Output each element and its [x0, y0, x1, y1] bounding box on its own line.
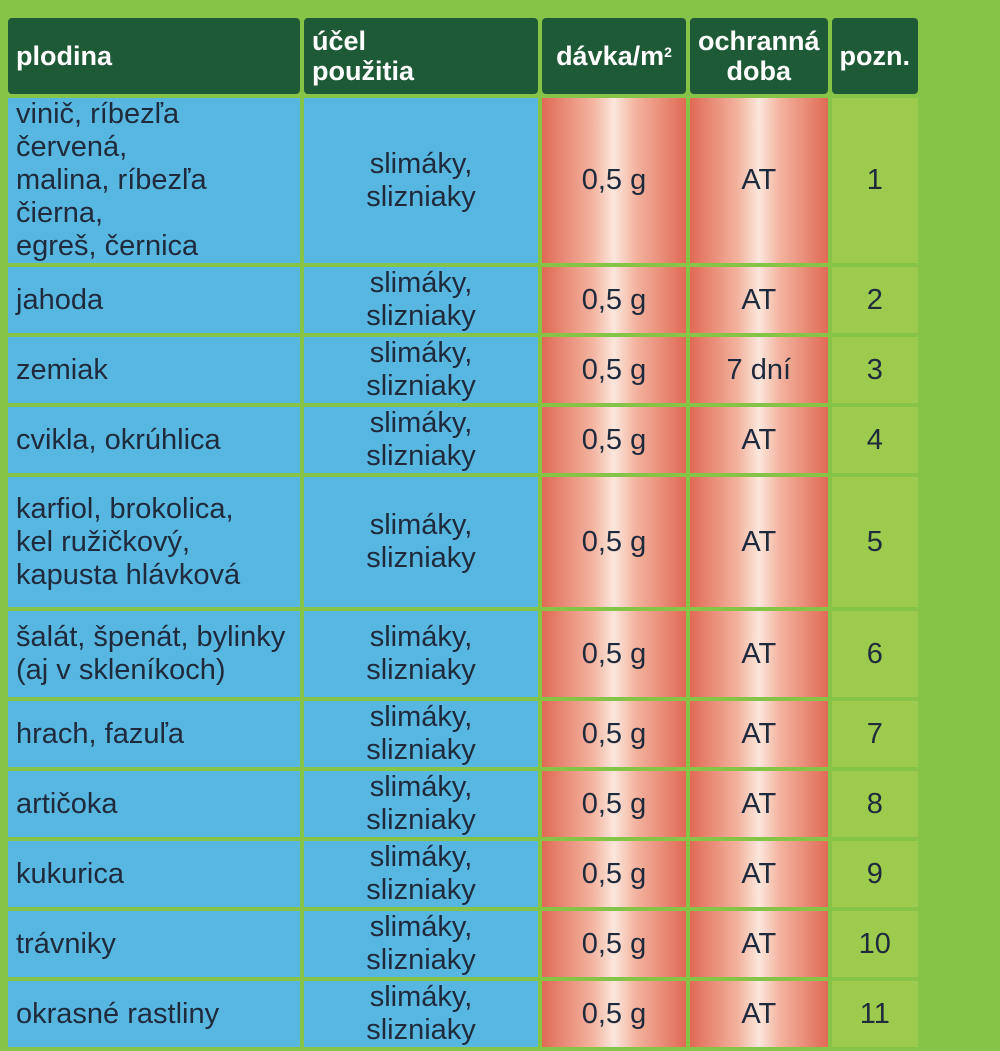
header-dose: dávka/m2 [542, 18, 686, 94]
crop-cell: artičoka [8, 771, 300, 837]
crop-cell: trávniky [8, 911, 300, 977]
header-row: plodina účel použitia dávka/m2 ochranná do… [8, 18, 919, 94]
crop-line: malina, ríbezľa čierna, [16, 164, 207, 229]
dose-cell: 0,5 g [542, 911, 686, 977]
header-use: účel použitia [304, 18, 538, 94]
header-note: pozn. [831, 18, 919, 94]
dose-cell: 0,5 g [542, 771, 686, 837]
protection-cell: AT [690, 701, 828, 767]
use-cell: slimáky, slizniaky [304, 771, 538, 837]
crop-line: okrasné rastliny [16, 997, 220, 1030]
crop-line: (aj v skleníkoch) [16, 654, 226, 686]
crop-line: cvikla, okrúhlica [16, 423, 221, 456]
use-cell: slimáky, slizniaky [304, 477, 538, 607]
crop-line: šalát, špenát, bylinky [16, 621, 286, 653]
crop-cell: jahoda [8, 267, 300, 333]
dose-cell: 0,5 g [542, 611, 686, 697]
use-cell: slimáky, slizniaky [304, 841, 538, 907]
protection-cell: AT [690, 911, 828, 977]
crop-cell: cvikla, okrúhlica [8, 407, 300, 473]
protection-cell: AT [690, 407, 828, 473]
crop-cell: zemiak [8, 337, 300, 403]
crop-cell: kukurica [8, 841, 300, 907]
note-cell: 11 [831, 981, 919, 1047]
protection-cell: AT [690, 98, 828, 263]
dose-cell: 0,5 g [542, 267, 686, 333]
crop-cell: karfiol, brokolica, kel ružičkový, kapusta… [8, 477, 300, 607]
crop-line: kel ružičkový, [16, 525, 191, 558]
note-cell: 6 [831, 611, 919, 697]
table-row: artičoka slimáky, slizniaky 0,5 g AT 8 [8, 771, 919, 837]
crop-cell: šalát, špenát, bylinky (aj v skleníkoch) [8, 611, 300, 697]
header-crop: plodina [8, 18, 300, 94]
use-cell: slimáky, slizniaky [304, 98, 538, 263]
table-row: kukurica slimáky, slizniaky 0,5 g AT 9 [8, 841, 919, 907]
header-protection: ochranná doba [690, 18, 828, 94]
use-cell: slimáky, slizniaky [304, 337, 538, 403]
note-cell: 4 [831, 407, 919, 473]
protection-cell: AT [690, 611, 828, 697]
note-cell: 3 [831, 337, 919, 403]
crop-line: zemiak [16, 353, 108, 386]
crop-cell: vinič, ríbezľa červená, malina, ríbezľa č… [8, 98, 300, 263]
note-cell: 9 [831, 841, 919, 907]
table-row: trávniky slimáky, slizniaky 0,5 g AT 10 [8, 911, 919, 977]
label-panel: plodina účel použitia dávka/m2 ochranná do… [8, 18, 919, 1047]
note-cell: 8 [831, 771, 919, 837]
crop-line: egreš, černica [16, 230, 199, 262]
table-row: hrach, fazuľa slimáky, slizniaky 0,5 g AT 7 [8, 701, 919, 767]
crop-line: kapusta hlávková [16, 558, 241, 591]
table-row: cvikla, okrúhlica slimáky, slizniaky 0,5 g… [8, 407, 919, 473]
crop-cell: okrasné rastliny [8, 981, 300, 1047]
crop-cell: hrach, fazuľa [8, 701, 300, 767]
use-cell: slimáky, slizniaky [304, 267, 538, 333]
dose-cell: 0,5 g [542, 841, 686, 907]
dose-cell: 0,5 g [542, 701, 686, 767]
protection-cell: 7 dní [690, 337, 828, 403]
dosage-table: plodina účel použitia dávka/m2 ochranná do… [4, 14, 922, 1051]
table-row: šalát, špenát, bylinky (aj v skleníkoch) s… [8, 611, 919, 697]
crop-line: kukurica [16, 857, 124, 890]
table-row: vinič, ríbezľa červená, malina, ríbezľa č… [8, 98, 919, 263]
crop-line: karfiol, brokolica, [16, 492, 234, 525]
crop-line: jahoda [16, 283, 104, 316]
dose-cell: 0,5 g [542, 98, 686, 263]
protection-cell: AT [690, 771, 828, 837]
use-cell: slimáky, slizniaky [304, 701, 538, 767]
table-row: karfiol, brokolica, kel ružičkový, kapusta… [8, 477, 919, 607]
dose-cell: 0,5 g [542, 407, 686, 473]
crop-line: vinič, ríbezľa červená, [16, 98, 180, 163]
crop-line: hrach, fazuľa [16, 717, 185, 750]
protection-cell: AT [690, 477, 828, 607]
note-cell: 5 [831, 477, 919, 607]
crop-line: trávniky [16, 927, 116, 960]
use-cell: slimáky, slizniaky [304, 407, 538, 473]
crop-line: artičoka [16, 787, 118, 820]
table-row: jahoda slimáky, slizniaky 0,5 g AT 2 [8, 267, 919, 333]
protection-cell: AT [690, 981, 828, 1047]
dose-cell: 0,5 g [542, 981, 686, 1047]
dose-cell: 0,5 g [542, 337, 686, 403]
use-cell: slimáky, slizniaky [304, 981, 538, 1047]
protection-cell: AT [690, 267, 828, 333]
note-cell: 1 [831, 98, 919, 263]
note-cell: 7 [831, 701, 919, 767]
dose-cell: 0,5 g [542, 477, 686, 607]
note-cell: 10 [831, 911, 919, 977]
protection-cell: AT [690, 841, 828, 907]
use-cell: slimáky, slizniaky [304, 911, 538, 977]
note-cell: 2 [831, 267, 919, 333]
use-cell: slimáky, slizniaky [304, 611, 538, 697]
